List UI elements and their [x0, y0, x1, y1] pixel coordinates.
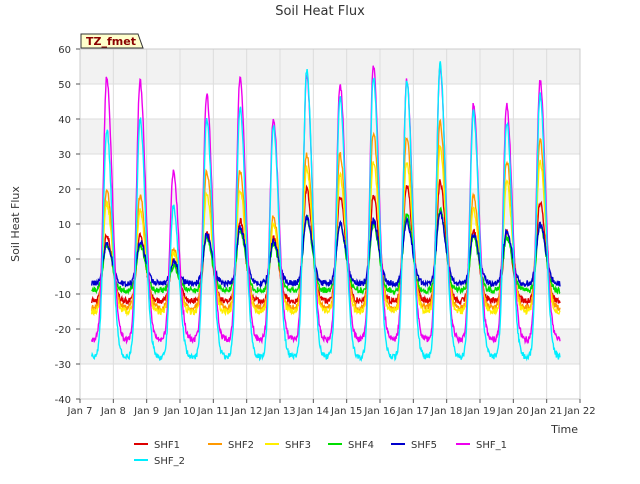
tz-fmet-annotation: TZ_fmet: [80, 33, 144, 49]
x-axis-label: Time: [550, 423, 578, 436]
y-axis-label: Soil Heat Flux: [9, 186, 22, 262]
annotation-label: TZ_fmet: [86, 35, 136, 48]
legend-label: SHF_2: [154, 456, 185, 467]
legend: SHF1 SHF2 SHF3 SHF4 SHF5 SHF_1 SHF_2: [134, 440, 507, 467]
y-tick-label: 10: [58, 220, 71, 231]
x-tick-label: Jan 16: [363, 406, 395, 417]
grid-band: [80, 189, 580, 224]
legend-label: SHF3: [285, 440, 311, 451]
x-tick-label: Jan 14: [297, 406, 329, 417]
x-tick-label: Jan 11: [197, 406, 229, 417]
x-tick-label: Jan 20: [497, 406, 529, 417]
legend-label: SHF1: [154, 440, 180, 451]
y-tick-label: 30: [58, 150, 71, 161]
legend-label: SHF5: [411, 440, 437, 451]
x-tick-label: Jan 8: [100, 406, 126, 417]
legend-label: SHF2: [228, 440, 254, 451]
y-tick-label: 50: [58, 80, 71, 91]
x-tick-label: Jan 19: [463, 406, 495, 417]
x-tick-label: Jan 21: [530, 406, 562, 417]
x-tick-label: Jan 17: [397, 406, 429, 417]
series-line-shf-2: [90, 61, 561, 363]
y-tick-label: 40: [58, 115, 71, 126]
x-tick-label: Jan 9: [133, 406, 159, 417]
y-tick-label: 60: [58, 45, 71, 56]
x-tick-label: Jan 13: [263, 406, 295, 417]
y-tick-label: -40: [55, 395, 71, 406]
x-tick-label: Jan 15: [330, 406, 362, 417]
grid-band: [80, 119, 580, 154]
grid-band: [80, 49, 580, 84]
x-tick-label: Jan 22: [563, 406, 595, 417]
y-tick-label: -20: [55, 325, 71, 336]
chart-title: Soil Heat Flux: [275, 4, 365, 19]
x-tick-label: Jan 10: [163, 406, 195, 417]
y-tick-label: -30: [55, 360, 71, 371]
y-tick-label: 0: [65, 255, 71, 266]
y-tick-label: 20: [58, 185, 71, 196]
x-tick-label: Jan 7: [67, 406, 93, 417]
legend-label: SHF4: [348, 440, 374, 451]
x-tick-label: Jan 12: [230, 406, 262, 417]
y-tick-label: -10: [55, 290, 71, 301]
x-tick-label: Jan 18: [430, 406, 462, 417]
legend-label: SHF_1: [476, 440, 507, 451]
